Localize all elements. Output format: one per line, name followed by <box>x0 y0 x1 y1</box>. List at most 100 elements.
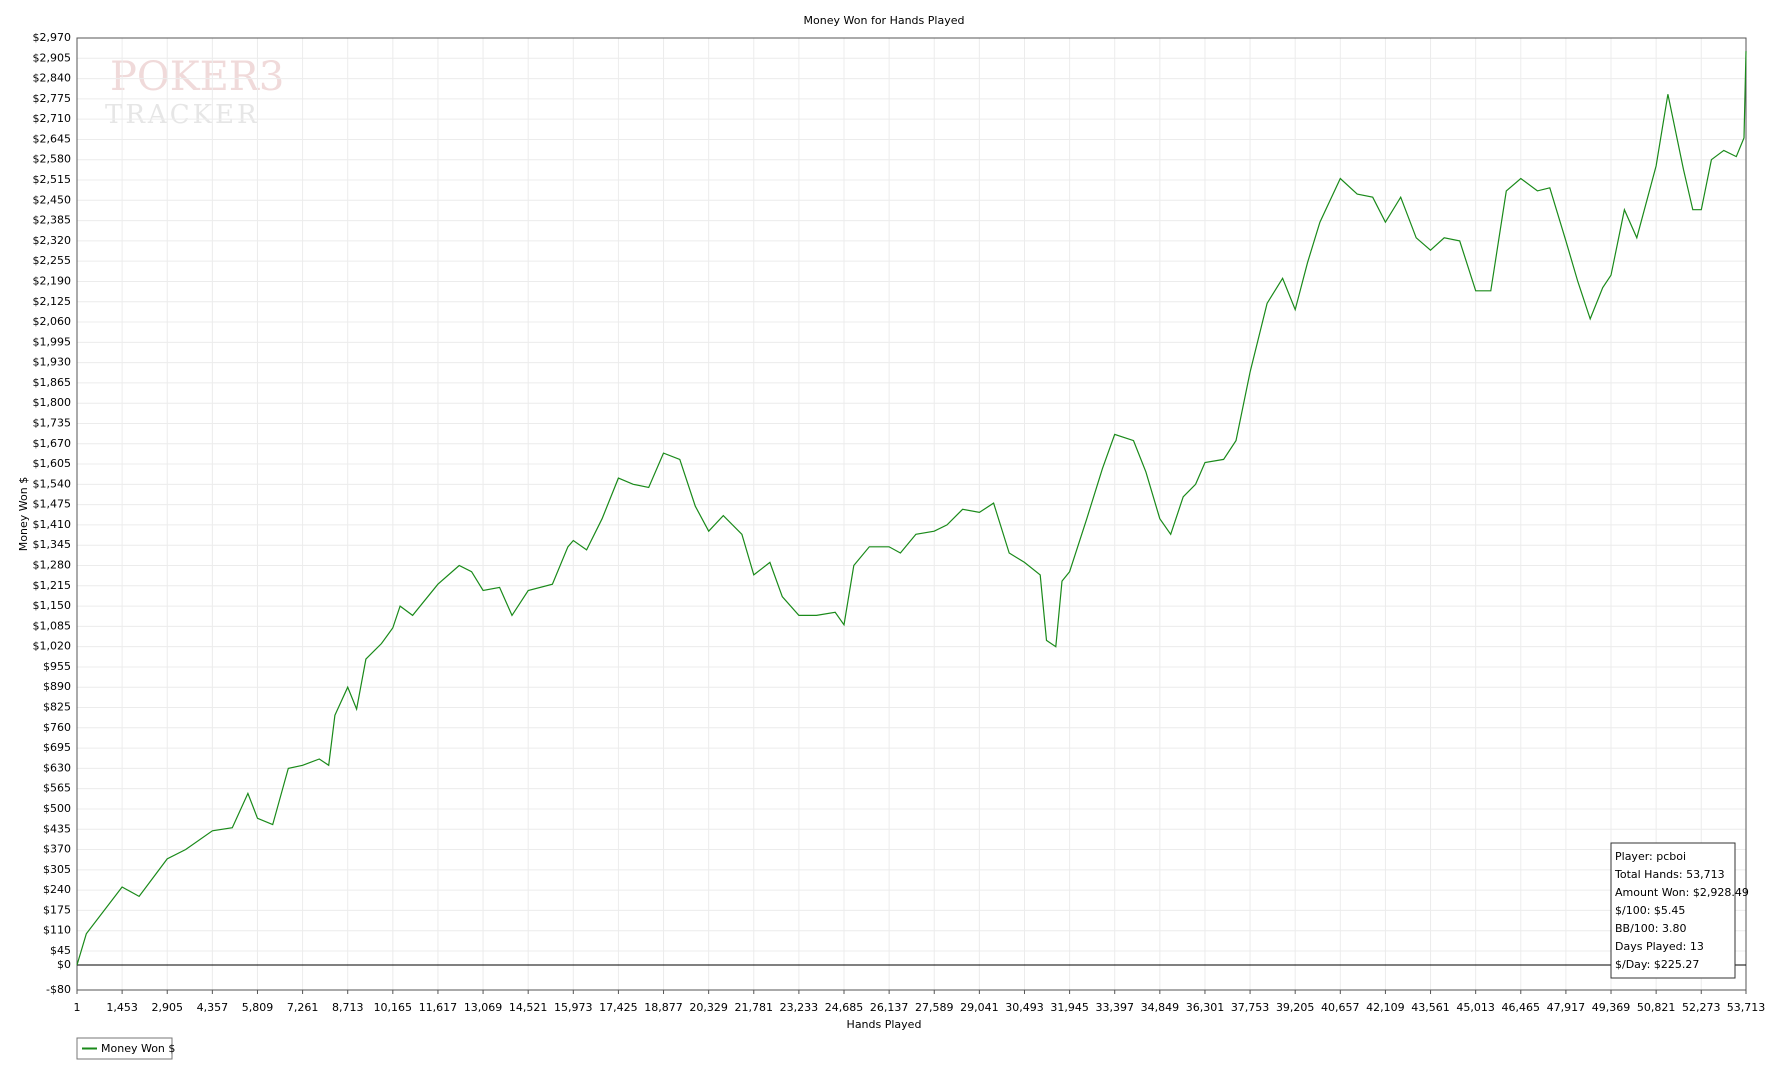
x-tick-label: 36,301 <box>1186 1001 1225 1014</box>
x-tick-label: 49,369 <box>1592 1001 1631 1014</box>
y-tick-label: $2,645 <box>33 132 72 145</box>
y-tick-label: $1,085 <box>33 619 72 632</box>
y-tick-label: $1,605 <box>33 457 72 470</box>
y-tick-label: $2,320 <box>33 234 72 247</box>
stats-text: Amount Won: $2,928.49 <box>1615 886 1749 899</box>
data-line <box>76 51 1747 966</box>
x-tick-label: 42,109 <box>1366 1001 1405 1014</box>
y-tick-label: $890 <box>43 680 71 693</box>
x-tick-label: 45,013 <box>1456 1001 1495 1014</box>
x-tick-label: 46,465 <box>1502 1001 1541 1014</box>
y-tick-label: $825 <box>43 701 71 714</box>
y-tick-label: $760 <box>43 721 71 734</box>
x-tick-label: 15,973 <box>554 1001 593 1014</box>
watermark: POKER3 <box>110 54 284 100</box>
y-tick-label: $630 <box>43 761 71 774</box>
y-tick-label: $1,865 <box>33 376 72 389</box>
x-tick-label: 30,493 <box>1005 1001 1044 1014</box>
y-tick-label: $1,670 <box>33 437 72 450</box>
x-tick-label: 17,425 <box>599 1001 638 1014</box>
x-tick-label: 2,905 <box>151 1001 183 1014</box>
y-tick-label: $1,800 <box>33 396 72 409</box>
y-tick-label: $2,060 <box>33 315 72 328</box>
x-tick-label: 24,685 <box>825 1001 864 1014</box>
x-tick-label: 1 <box>74 1001 81 1014</box>
x-tick-label: 14,521 <box>509 1001 548 1014</box>
x-tick-label: 40,657 <box>1321 1001 1360 1014</box>
x-tick-label: 53,713 <box>1727 1001 1766 1014</box>
y-tick-label: $1,475 <box>33 498 72 511</box>
y-tick-label: $1,345 <box>33 538 72 551</box>
y-tick-label: $175 <box>43 903 71 916</box>
y-tick-label: $2,840 <box>33 72 72 85</box>
y-tick-label: $240 <box>43 883 71 896</box>
y-tick-label: $2,710 <box>33 112 72 125</box>
x-tick-label: 47,917 <box>1547 1001 1586 1014</box>
plot-frame <box>76 37 1747 991</box>
y-tick-label: $2,515 <box>33 173 72 186</box>
y-tick-label: $1,215 <box>33 579 72 592</box>
y-tick-label: $435 <box>43 822 71 835</box>
y-tick-label: $1,995 <box>33 335 72 348</box>
x-tick-label: 43,561 <box>1411 1001 1450 1014</box>
y-tick-label: $955 <box>43 660 71 673</box>
y-tick-label: $2,580 <box>33 153 72 166</box>
y-tick-label: $1,410 <box>33 518 72 531</box>
y-tick-label: $500 <box>43 802 71 815</box>
chart-title: Money Won for Hands Played <box>804 14 965 27</box>
x-tick-label: 18,877 <box>644 1001 683 1014</box>
x-tick-label: 39,205 <box>1276 1001 1315 1014</box>
x-tick-label: 4,357 <box>197 1001 229 1014</box>
x-tick-label: 11,617 <box>419 1001 458 1014</box>
y-tick-label: $1,930 <box>33 356 72 369</box>
y-tick-label: $2,125 <box>33 295 72 308</box>
stats-box <box>1610 842 1736 979</box>
legend-box <box>76 1037 173 1060</box>
y-tick-label: $2,905 <box>33 51 72 64</box>
y-tick-label: $2,190 <box>33 274 72 287</box>
x-tick-label: 20,329 <box>689 1001 728 1014</box>
x-tick-label: 29,041 <box>960 1001 999 1014</box>
x-tick-label: 34,849 <box>1141 1001 1180 1014</box>
x-tick-label: 23,233 <box>780 1001 819 1014</box>
legend-label: Money Won $ <box>101 1042 175 1055</box>
y-tick-label: $110 <box>43 924 71 937</box>
y-tick-label: $305 <box>43 863 71 876</box>
stats-text: $/Day: $225.27 <box>1615 958 1699 971</box>
x-tick-label: 10,165 <box>374 1001 413 1014</box>
x-tick-label: 21,781 <box>735 1001 774 1014</box>
y-tick-label: $2,970 <box>33 31 72 44</box>
y-axis-label: Money Won $ <box>17 477 30 551</box>
y-tick-label: $45 <box>50 944 71 957</box>
y-tick-label: $1,150 <box>33 599 72 612</box>
x-axis-label: Hands Played <box>847 1018 922 1031</box>
stats-text: Days Played: 13 <box>1615 940 1704 953</box>
x-tick-label: 31,945 <box>1050 1001 1089 1014</box>
x-tick-label: 33,397 <box>1095 1001 1134 1014</box>
stats-text: Total Hands: 53,713 <box>1614 868 1725 881</box>
x-tick-label: 7,261 <box>287 1001 319 1014</box>
y-tick-label: -$80 <box>46 983 71 996</box>
x-tick-label: 26,137 <box>870 1001 909 1014</box>
stats-text: Player: pcboi <box>1615 850 1686 863</box>
y-tick-label: $565 <box>43 782 71 795</box>
x-tick-label: 1,453 <box>106 1001 138 1014</box>
y-tick-label: $2,450 <box>33 193 72 206</box>
x-tick-label: 8,713 <box>332 1001 364 1014</box>
stats-text: BB/100: 3.80 <box>1615 922 1687 935</box>
x-tick-label: 52,273 <box>1682 1001 1721 1014</box>
y-tick-label: $1,540 <box>33 477 72 490</box>
y-tick-label: $1,280 <box>33 559 72 572</box>
stats-text: $/100: $5.45 <box>1615 904 1685 917</box>
x-tick-label: 13,069 <box>464 1001 503 1014</box>
x-tick-label: 5,809 <box>242 1001 274 1014</box>
watermark: TRACKER <box>105 100 260 130</box>
y-tick-label: $2,775 <box>33 92 72 105</box>
y-tick-label: $1,735 <box>33 416 72 429</box>
y-tick-label: $0 <box>57 958 71 971</box>
y-tick-label: $2,385 <box>33 214 72 227</box>
x-tick-label: 50,821 <box>1637 1001 1676 1014</box>
x-tick-label: 37,753 <box>1231 1001 1270 1014</box>
y-tick-label: $370 <box>43 843 71 856</box>
